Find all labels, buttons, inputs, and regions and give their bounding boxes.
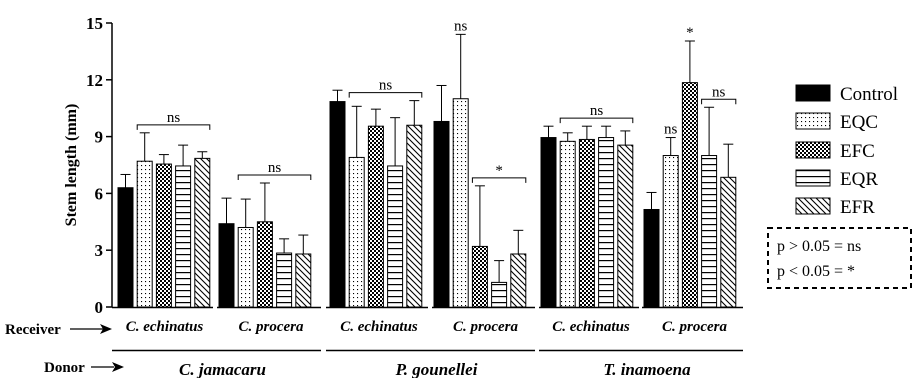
receiver-label: C. procera <box>662 319 727 335</box>
bar-efc <box>578 138 595 308</box>
receiver-label: C. procera <box>239 319 304 335</box>
donor-arrow-head <box>112 362 124 372</box>
bar-efr <box>406 124 423 308</box>
bar-control <box>433 120 450 308</box>
bars <box>117 33 737 308</box>
y-tick-label: 15 <box>86 14 103 33</box>
bar-control <box>117 187 134 308</box>
category-labels: C. echinatus C. procera C. echinatus C. pro… <box>5 319 727 378</box>
donor-label: T. inamoena <box>603 360 691 378</box>
bar-efr <box>720 176 737 308</box>
significance-bracket <box>701 98 737 105</box>
significance-bracket <box>559 117 634 124</box>
bar-significance-label: * <box>686 25 694 41</box>
bar-eqc <box>662 155 679 308</box>
bar-efr <box>295 253 312 308</box>
bar-eqc <box>559 140 576 308</box>
bar-efc <box>155 163 172 308</box>
significance-label: ns <box>590 103 604 119</box>
significance-annotations: ns ns ns * ns ns ns ns * <box>136 18 737 183</box>
legend-swatch-efc <box>795 141 831 159</box>
significance-note-line: p < 0.05 = * <box>777 263 855 280</box>
bar-eqc <box>237 226 254 308</box>
bar-efr <box>617 144 634 308</box>
receiver-label: C. procera <box>453 319 518 335</box>
bar-efc <box>367 125 384 308</box>
legend-swatch-eqr <box>795 169 831 187</box>
significance-label: * <box>495 163 503 179</box>
significance-bracket <box>237 174 312 180</box>
significance-label: ns <box>379 78 393 94</box>
significance-note: p > 0.05 = ns p < 0.05 = * <box>767 227 912 289</box>
significance-note-box <box>767 227 912 289</box>
bar-control <box>643 208 660 308</box>
legend-label-efc: EFC <box>840 141 875 162</box>
bar-efr <box>510 253 527 308</box>
bar-eqr <box>701 155 718 308</box>
receiver-arrow-head <box>100 324 112 334</box>
bar-efc <box>681 82 698 308</box>
receiver-row-label: Receiver <box>5 322 61 338</box>
significance-bracket <box>348 92 423 98</box>
significance-note-line: p > 0.05 = ns <box>777 238 861 255</box>
bar-significance-label: ns <box>664 122 678 138</box>
bar-eqr <box>276 252 293 308</box>
bar-control <box>218 223 235 308</box>
donor-label: C. jamacaru <box>179 360 266 378</box>
legend-label-control: Control <box>840 84 898 105</box>
y-axis-label: Stem length (mm) <box>63 104 80 227</box>
legend: Control EQC EFC EQR EFR <box>795 84 898 218</box>
bar-significance-label: ns <box>454 18 468 34</box>
bar-control <box>329 101 346 308</box>
legend-swatch-eqc <box>795 112 831 130</box>
y-tick-label: 6 <box>95 184 104 203</box>
bar-control <box>540 137 557 308</box>
bar-eqr <box>175 165 192 308</box>
receiver-label: C. echinatus <box>126 319 204 335</box>
bar-efc <box>256 221 273 308</box>
significance-label: ns <box>167 110 181 126</box>
significance-label: ns <box>712 84 726 100</box>
bar-eqr <box>387 165 404 308</box>
significance-bracket <box>471 177 527 183</box>
bar-eqr <box>491 281 508 308</box>
bar-eqc <box>136 160 153 308</box>
donor-label: P. gounellei <box>395 360 478 378</box>
significance-bracket <box>136 124 211 130</box>
legend-swatch-control <box>795 84 831 102</box>
bar-eqc <box>348 156 365 308</box>
significance-label: ns <box>268 160 282 176</box>
legend-label-eqc: EQC <box>840 112 878 133</box>
bar-efc <box>471 245 488 308</box>
bar-eqr <box>598 137 615 308</box>
bar-efr <box>194 157 211 308</box>
y-tick-label: 9 <box>95 128 104 147</box>
legend-label-eqr: EQR <box>840 169 878 190</box>
receiver-label: C. echinatus <box>340 319 418 335</box>
legend-swatch-efr <box>795 197 831 215</box>
y-tick-label: 3 <box>95 241 104 260</box>
bar-eqc <box>452 98 469 308</box>
y-tick-label: 0 <box>95 298 104 317</box>
legend-label-efr: EFR <box>840 197 875 218</box>
receiver-label: C. echinatus <box>552 319 630 335</box>
donor-row-label: Donor <box>44 360 85 376</box>
y-tick-label: 12 <box>86 71 103 90</box>
